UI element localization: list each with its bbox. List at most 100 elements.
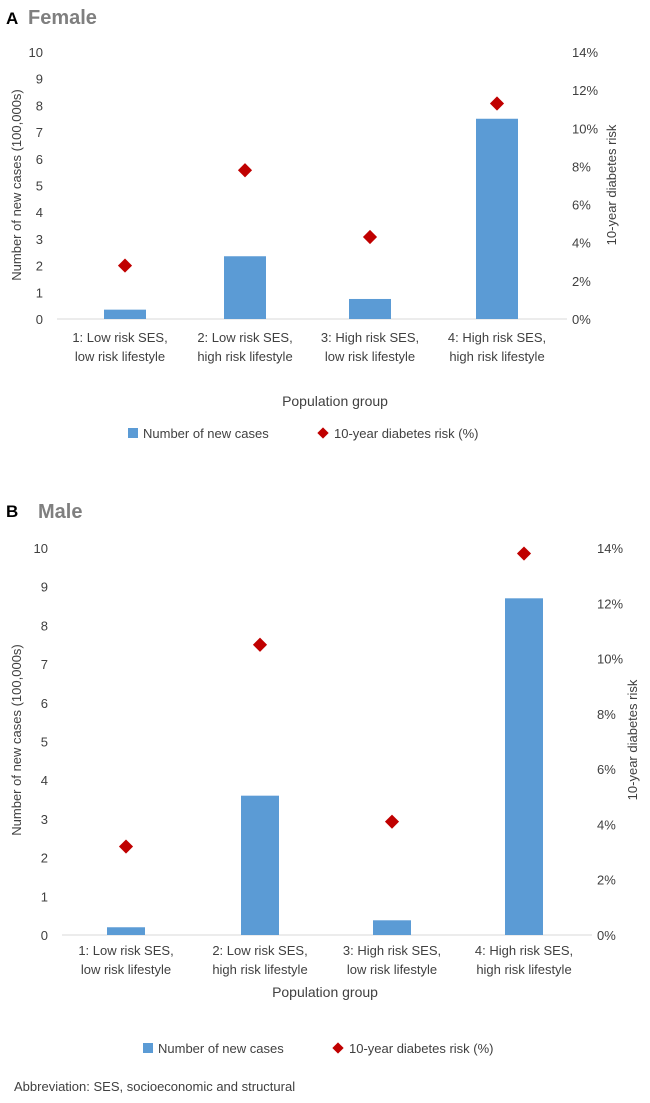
male-category-labels: 1: Low risk SES, low risk lifestyle 2: L…: [78, 943, 573, 977]
female-left-tick-label: 6: [36, 152, 43, 167]
female-category-4-line1: 4: High risk SES,: [448, 330, 546, 345]
female-left-tick-label: 2: [36, 259, 43, 274]
female-left-tick-label: 9: [36, 72, 43, 87]
male-left-tick-label: 8: [41, 618, 48, 633]
female-bar-group-2: [224, 256, 266, 319]
male-right-tick-label: 14%: [597, 541, 623, 556]
female-right-tick-label: 10%: [572, 121, 598, 136]
female-markers: [117, 96, 505, 273]
female-category-labels: 1: Low risk SES, low risk lifestyle 2: L…: [72, 330, 546, 364]
female-legend-bar-swatch: [128, 428, 138, 438]
female-category-1-line2: low risk lifestyle: [75, 349, 165, 364]
male-category-1-line1: 1: Low risk SES,: [78, 943, 173, 958]
male-right-tick-label: 12%: [597, 596, 623, 611]
male-left-axis-title: Number of new cases (100,000s): [9, 644, 24, 835]
female-bar-group-1: [104, 309, 146, 319]
male-left-tick-label: 9: [41, 580, 48, 595]
female-category-4-line2: high risk lifestyle: [449, 349, 544, 364]
male-bar-group-2: [241, 795, 279, 935]
male-legend-bar-swatch: [143, 1043, 153, 1053]
female-legend-marker-label: 10-year diabetes risk (%): [334, 426, 479, 441]
panel-female: A Female 0 1 2 3 4 5 6 7 8 9 10 0% 2% 4% 6% 8% 10% 12% 14…: [6, 7, 619, 441]
female-risk-marker-group-4: [489, 96, 505, 111]
male-risk-marker-group-4: [516, 546, 532, 561]
male-left-axis-ticks: 0 1 2 3 4 5 6 7 8 9 10: [34, 541, 48, 943]
female-right-tick-label: 12%: [572, 83, 598, 98]
female-category-3-line2: low risk lifestyle: [325, 349, 415, 364]
male-category-2-line2: high risk lifestyle: [212, 962, 307, 977]
female-right-tick-label: 2%: [572, 274, 591, 289]
male-right-tick-label: 2%: [597, 873, 616, 888]
female-category-3-line1: 3: High risk SES,: [321, 330, 419, 345]
footnote: Abbreviation: SES, socioeconomic and str…: [14, 1079, 295, 1094]
male-bar-group-1: [107, 927, 145, 935]
female-left-tick-label: 10: [29, 45, 43, 60]
male-left-tick-label: 6: [41, 696, 48, 711]
male-legend-bar-label: Number of new cases: [158, 1041, 284, 1056]
male-category-4-line1: 4: High risk SES,: [475, 943, 573, 958]
male-left-tick-label: 7: [41, 657, 48, 672]
male-category-4-line2: high risk lifestyle: [476, 962, 571, 977]
male-right-tick-label: 0%: [597, 928, 616, 943]
male-bar-group-3: [373, 920, 411, 935]
male-legend: Number of new cases 10-year diabetes ris…: [143, 1041, 494, 1056]
male-left-tick-label: 2: [41, 851, 48, 866]
female-bars: [104, 118, 518, 319]
female-bar-group-3: [349, 298, 391, 319]
female-category-2-line1: 2: Low risk SES,: [197, 330, 292, 345]
male-legend-marker-label: 10-year diabetes risk (%): [349, 1041, 494, 1056]
male-right-tick-label: 8%: [597, 707, 616, 722]
female-bar-group-4: [476, 118, 518, 319]
male-x-axis-title: Population group: [272, 984, 378, 1000]
male-markers: [118, 546, 532, 854]
male-right-axis-ticks: 0% 2% 4% 6% 8% 10% 12% 14%: [597, 541, 623, 943]
male-category-1-line2: low risk lifestyle: [81, 962, 171, 977]
male-title: Male: [38, 501, 82, 523]
female-left-axis-title: Number of new cases (100,000s): [9, 89, 24, 280]
male-risk-marker-group-2: [252, 637, 268, 652]
female-x-axis-title: Population group: [282, 393, 388, 409]
male-left-tick-label: 4: [41, 773, 48, 788]
male-left-tick-label: 0: [41, 928, 48, 943]
female-left-axis-ticks: 0 1 2 3 4 5 6 7 8 9 10: [29, 45, 43, 327]
male-bar-group-4: [505, 598, 543, 935]
female-risk-marker-group-1: [117, 258, 133, 273]
female-legend: Number of new cases 10-year diabetes ris…: [128, 426, 479, 441]
male-left-tick-label: 10: [34, 541, 48, 556]
female-left-tick-label: 1: [36, 285, 43, 300]
female-right-tick-label: 0%: [572, 312, 591, 327]
female-category-2-line2: high risk lifestyle: [197, 349, 292, 364]
male-left-tick-label: 1: [41, 889, 48, 904]
female-right-tick-label: 14%: [572, 45, 598, 60]
female-left-tick-label: 3: [36, 232, 43, 247]
male-legend-marker-swatch: [332, 1042, 344, 1054]
male-category-3-line2: low risk lifestyle: [347, 962, 437, 977]
male-right-tick-label: 10%: [597, 652, 623, 667]
female-legend-marker-swatch: [317, 427, 329, 439]
female-legend-bar-label: Number of new cases: [143, 426, 269, 441]
male-right-axis-title: 10-year diabetes risk: [625, 679, 640, 800]
male-right-tick-label: 4%: [597, 817, 616, 832]
panel-letter-a: A: [6, 9, 18, 28]
female-left-tick-label: 7: [36, 125, 43, 140]
male-left-tick-label: 5: [41, 735, 48, 750]
male-left-tick-label: 3: [41, 812, 48, 827]
female-title: Female: [28, 7, 97, 29]
female-risk-marker-group-3: [362, 229, 378, 245]
female-category-1-line1: 1: Low risk SES,: [72, 330, 167, 345]
female-right-tick-label: 6%: [572, 198, 591, 213]
male-bars: [107, 598, 543, 935]
female-left-tick-label: 5: [36, 179, 43, 194]
female-risk-marker-group-2: [237, 163, 253, 178]
female-right-axis-ticks: 0% 2% 4% 6% 8% 10% 12% 14%: [572, 45, 598, 327]
female-right-tick-label: 4%: [572, 236, 591, 251]
female-right-axis-title: 10-year diabetes risk: [604, 124, 619, 245]
panel-letter-b: B: [6, 502, 18, 521]
female-left-tick-label: 0: [36, 312, 43, 327]
female-left-tick-label: 8: [36, 98, 43, 113]
male-risk-marker-group-3: [384, 814, 400, 829]
male-risk-marker-group-1: [118, 839, 134, 854]
female-right-tick-label: 8%: [572, 159, 591, 174]
